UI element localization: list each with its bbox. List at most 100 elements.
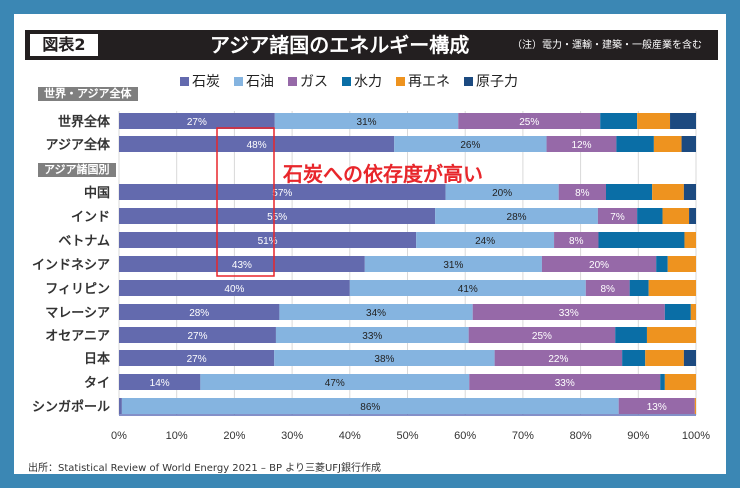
bar-segment <box>622 350 646 366</box>
data-label: 86% <box>360 402 380 413</box>
bar-segment <box>445 184 559 200</box>
data-label: 22% <box>548 354 568 365</box>
bar-segment <box>637 113 671 129</box>
section-label-asian-countries: アジア諸国別 <box>38 163 116 177</box>
bar-segment <box>694 398 696 414</box>
bar-segment <box>652 184 684 200</box>
x-tick-label: 50% <box>396 430 418 442</box>
bar-segment <box>119 113 275 129</box>
legend-swatch <box>234 76 243 86</box>
bar-segment <box>121 398 619 414</box>
legend-item: 石炭 <box>180 71 220 91</box>
bar-segment <box>279 304 473 320</box>
bar-segment <box>653 136 682 152</box>
legend-label: 石炭 <box>192 74 220 90</box>
x-tick-label: 70% <box>512 430 534 442</box>
figure-label: 図表2 <box>30 34 98 56</box>
bar-segment <box>274 113 459 129</box>
data-label: 31% <box>357 117 377 128</box>
data-label: 20% <box>492 188 512 199</box>
bar-segment <box>664 374 696 390</box>
bar-segment <box>616 136 654 152</box>
bar-segment <box>662 208 690 224</box>
category-label: 中国 <box>84 185 110 201</box>
data-label: 14% <box>150 378 170 389</box>
bar-segment <box>119 398 122 414</box>
bar-segment <box>681 136 696 152</box>
bar-segment <box>119 304 280 320</box>
bar-segment <box>684 232 696 248</box>
data-label: 25% <box>519 117 539 128</box>
data-label: 28% <box>189 308 209 319</box>
bar-segment <box>558 184 606 200</box>
chart-note: （注）電力・運輸・建築・一般産業を含む <box>512 40 702 51</box>
bar-segment <box>119 280 350 296</box>
data-label: 8% <box>600 284 615 295</box>
bar-segment <box>683 350 696 366</box>
bar-segment <box>275 327 469 343</box>
bar-segment <box>119 232 417 248</box>
bar-segment <box>585 280 630 296</box>
bar-segment <box>416 232 555 248</box>
bar-segment <box>598 232 685 248</box>
bar-segment <box>683 184 696 200</box>
legend-label: ガス <box>300 74 328 90</box>
bar-segment <box>119 208 436 224</box>
data-label: 33% <box>559 308 579 319</box>
bar-segment <box>605 184 653 200</box>
data-label: 55% <box>267 212 287 223</box>
bar-segment <box>119 374 201 390</box>
data-label: 40% <box>224 284 244 295</box>
bar-segment <box>648 280 696 296</box>
data-label: 27% <box>187 331 207 342</box>
bar-segment <box>637 208 663 224</box>
bar-segment <box>629 280 649 296</box>
category-label: シンガポール <box>32 399 110 415</box>
bar-segment <box>667 256 696 272</box>
highlight-box <box>216 127 275 277</box>
data-label: 27% <box>187 354 207 365</box>
category-label: インド <box>71 210 110 225</box>
bar-segment <box>119 350 275 366</box>
legend-item: 石油 <box>234 71 274 91</box>
bar-segment <box>469 374 661 390</box>
bar-segment <box>200 374 470 390</box>
bar-segment <box>690 304 696 320</box>
data-label: 12% <box>571 140 591 151</box>
data-label: 43% <box>232 260 252 271</box>
x-tick-label: 60% <box>454 430 476 442</box>
legend-swatch <box>396 76 405 86</box>
legend-item: 原子力 <box>464 71 518 91</box>
legend-swatch <box>464 76 473 86</box>
bar-segment <box>119 184 446 200</box>
title-bar <box>25 30 718 60</box>
legend-swatch <box>288 76 297 86</box>
legend-item: 水力 <box>342 71 382 91</box>
x-tick-label: 40% <box>339 430 361 442</box>
bar-segment <box>494 350 623 366</box>
x-tick-label: 90% <box>627 430 649 442</box>
x-tick-label: 20% <box>223 430 245 442</box>
data-label: 34% <box>366 308 386 319</box>
legend-label: 石油 <box>246 74 274 90</box>
bar-segment <box>646 327 696 343</box>
data-label: 31% <box>443 260 463 271</box>
callout-text: 石炭への依存度が高い <box>283 162 483 186</box>
source-note: 出所：Statistical Review of World Energy 20… <box>28 463 381 474</box>
legend-item: ガス <box>288 71 328 91</box>
legend: 石炭 石油 ガス 水力 再エネ 原子力 <box>180 71 518 91</box>
data-label: 13% <box>647 402 667 413</box>
data-label: 51% <box>258 236 278 247</box>
x-tick-label: 100% <box>682 430 710 442</box>
chart-title: アジア諸国のエネルギー構成 <box>210 33 470 57</box>
bar-segment <box>656 256 668 272</box>
x-tick-label: 10% <box>166 430 188 442</box>
bar-segment <box>554 232 599 248</box>
bar-segment <box>435 208 598 224</box>
bar-segment <box>645 350 684 366</box>
data-label: 57% <box>272 188 292 199</box>
bar-segment <box>458 113 601 129</box>
x-tick-label: 80% <box>570 430 592 442</box>
bar-segment <box>472 304 665 320</box>
